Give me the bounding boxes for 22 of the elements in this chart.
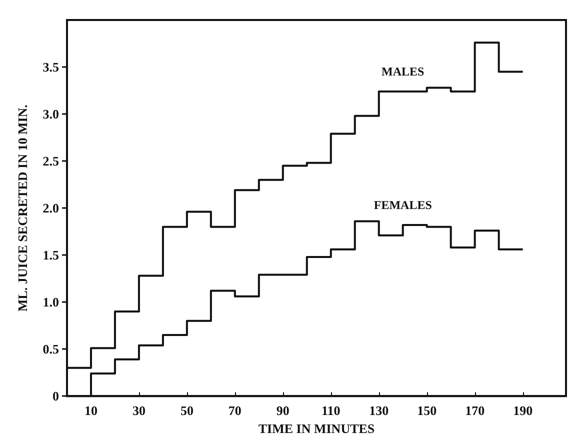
x-tick-label: 150 [417,403,437,418]
y-tick-label: 1.5 [42,248,60,263]
x-tick-label: 30 [132,403,146,418]
x-tick-label: 110 [321,403,340,418]
y-axis-title: ML. JUICE SECRETED IN 10 MIN. [15,104,30,312]
x-tick-label: 130 [369,403,389,418]
y-tick-label: 1.0 [42,294,59,310]
y-tick-label: 2.0 [42,200,59,216]
x-tick-label: 70 [228,403,242,418]
y-tick-label: 2.5 [42,154,60,169]
y-tick-label: 3.5 [42,60,60,75]
series-label: MALES [382,64,425,78]
x-tick-label: 170 [465,403,485,418]
x-tick-label: 10 [84,403,98,418]
x-axis-title: TIME IN MINUTES [258,421,375,436]
y-tick-label: 3.0 [42,106,59,122]
series-label: FEMALES [374,198,432,212]
x-tick-label: 50 [180,403,194,418]
y-tick-label: 0 [52,388,59,404]
x-tick-label: 190 [513,403,533,418]
x-tick-label: 90 [276,403,290,418]
y-tick-label: 0.5 [42,342,60,357]
